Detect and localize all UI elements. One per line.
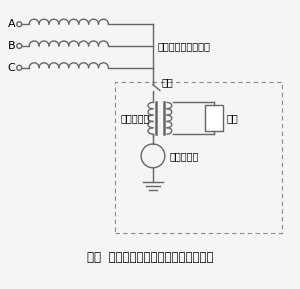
Text: 发电机定子三相绕组: 发电机定子三相绕组 <box>158 41 211 51</box>
Text: 刀闸: 刀闸 <box>162 78 174 88</box>
Bar <box>115 81 282 233</box>
Text: A: A <box>8 19 15 29</box>
Text: C: C <box>8 63 15 73</box>
Text: 接地变压器: 接地变压器 <box>120 113 150 123</box>
Text: 图四  发电机中性点接地电阻工作原理图: 图四 发电机中性点接地电阻工作原理图 <box>87 251 213 264</box>
Bar <box>206 105 223 131</box>
Text: B: B <box>8 41 15 51</box>
Text: 电阻: 电阻 <box>226 113 238 123</box>
Text: 电流互感器: 电流互感器 <box>170 151 199 161</box>
